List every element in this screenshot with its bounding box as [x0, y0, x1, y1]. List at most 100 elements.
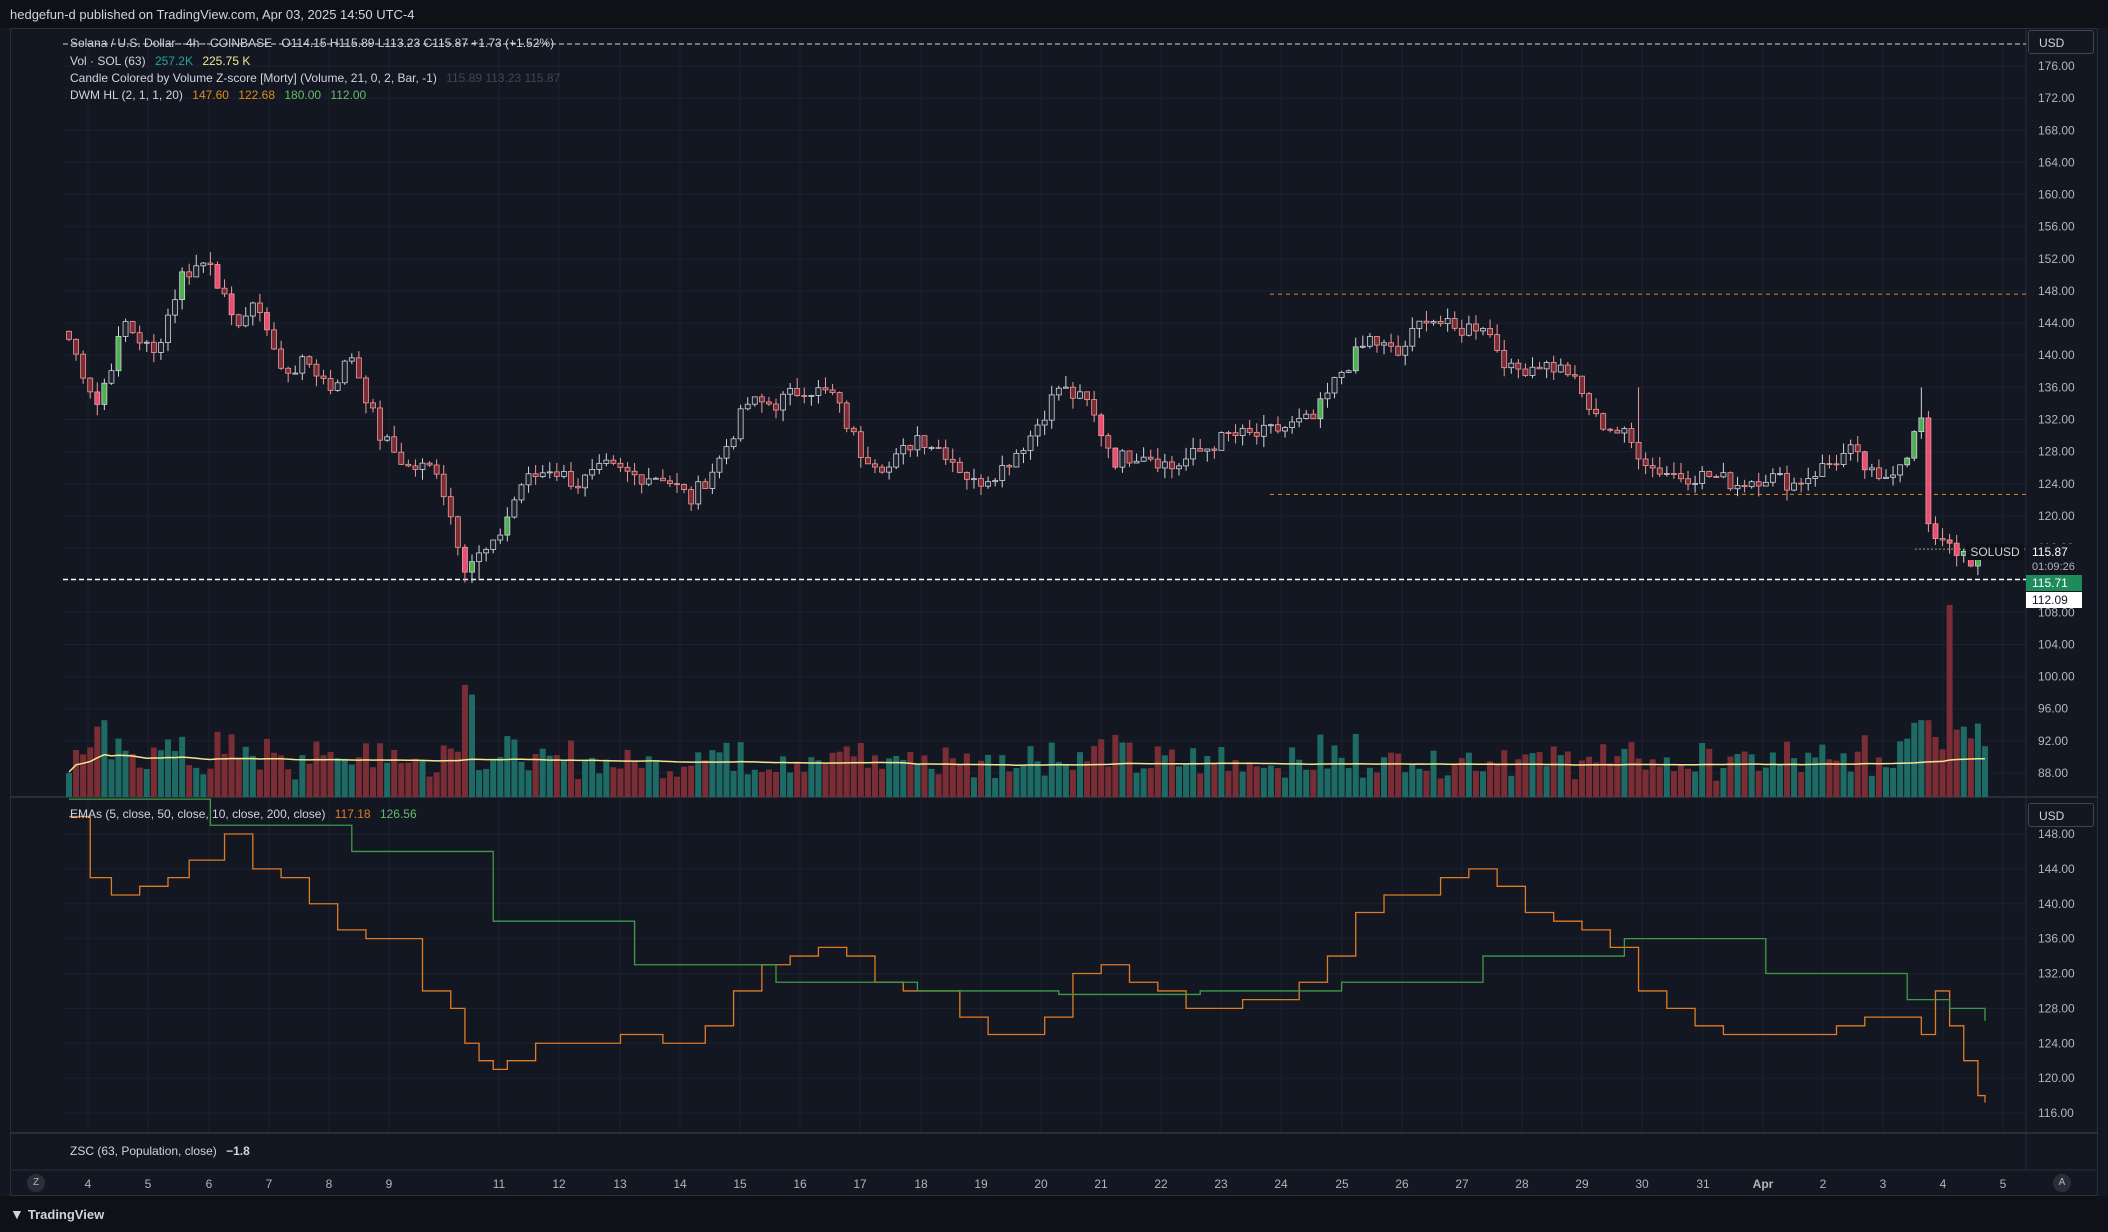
- y-tick-label: 148.00: [2038, 827, 2075, 841]
- symbol-label[interactable]: Solana / U.S. Dollar · 4h · COINBASE: [70, 36, 273, 50]
- candle-body: [1289, 421, 1296, 428]
- volume-bar: [992, 778, 999, 797]
- candle-indicator-legend: Candle Colored by Volume Z-score [Morty]…: [70, 71, 560, 85]
- candle-body: [1607, 428, 1614, 431]
- volume-bar: [666, 771, 673, 797]
- candle-body: [122, 321, 129, 337]
- candle-body: [1444, 318, 1451, 325]
- x-tick-label: 2: [1820, 1177, 1827, 1191]
- candle-body: [603, 459, 610, 464]
- volume-bar: [313, 741, 320, 797]
- volume-bar: [546, 755, 553, 797]
- candle-body: [1268, 424, 1274, 427]
- volume-bar: [1359, 777, 1366, 797]
- currency-button-main[interactable]: USD: [2028, 30, 2094, 54]
- y-tick-label: 148.00: [2038, 284, 2075, 298]
- volume-bar: [1847, 771, 1854, 797]
- candle-body: [271, 329, 277, 350]
- scale-left-button[interactable]: Z: [27, 1174, 45, 1192]
- candle-body: [865, 457, 871, 465]
- ohlc-values: O114.15 H115.89 L113.23 C115.87 +1.73 (+…: [281, 36, 555, 50]
- currency-button-ema[interactable]: USD: [2028, 803, 2094, 827]
- volume-bar: [235, 757, 242, 797]
- volume-bar: [1769, 752, 1776, 797]
- candle-body: [638, 474, 645, 485]
- volume-bar: [1274, 768, 1281, 797]
- candle-body: [264, 312, 270, 331]
- volume-bar: [1345, 768, 1352, 797]
- x-tick-label: 12: [552, 1177, 566, 1191]
- volume-label[interactable]: Vol · SOL (63): [70, 54, 146, 68]
- volume-bar: [1946, 605, 1953, 797]
- volume-bar: [1147, 768, 1154, 797]
- candle-body: [794, 387, 801, 396]
- volume-bar: [773, 771, 779, 797]
- candle-body: [900, 445, 907, 455]
- brand-name: TradingView: [27, 1207, 105, 1222]
- candle-body: [221, 287, 228, 295]
- candle-body: [292, 372, 299, 375]
- candle-body: [1572, 374, 1578, 377]
- volume-bar: [1515, 759, 1522, 797]
- volume-bar: [1112, 734, 1119, 797]
- zsc-legend: ZSC (63, Population, close) −1.8: [70, 1144, 250, 1158]
- volume-bar: [1670, 771, 1677, 797]
- volume-bar: [497, 756, 504, 797]
- volume-bar: [1409, 763, 1416, 797]
- candle-body: [1098, 414, 1105, 437]
- volume-bar: [751, 769, 758, 797]
- candle-body: [412, 465, 419, 470]
- volume-bar: [249, 755, 256, 797]
- candle-body: [334, 382, 341, 391]
- volume-bar: [426, 776, 433, 797]
- volume-bar: [1324, 768, 1331, 797]
- candle-body: [822, 387, 829, 391]
- candle-body: [1600, 413, 1607, 430]
- candle-body: [129, 321, 136, 334]
- dwm-label[interactable]: DWM HL (2, 1, 1, 20): [70, 88, 183, 102]
- volume-bar: [447, 748, 454, 797]
- volume-bar: [1437, 778, 1444, 797]
- candle-body: [1536, 366, 1543, 370]
- candle-body: [348, 357, 355, 362]
- volume-bar: [624, 749, 631, 797]
- volume-bar: [1246, 764, 1253, 797]
- volume-bar: [525, 770, 532, 797]
- candle-body: [624, 466, 631, 472]
- candle-indicator-label[interactable]: Candle Colored by Volume Z-score [Morty]…: [70, 71, 437, 85]
- candle-body: [758, 396, 765, 403]
- zsc-label[interactable]: ZSC (63, Population, close): [70, 1144, 217, 1158]
- volume-bar: [1833, 760, 1840, 797]
- volume-bar: [1395, 753, 1402, 797]
- volume-bar: [1197, 773, 1204, 797]
- candle-body: [490, 539, 497, 550]
- candle-body: [447, 496, 454, 518]
- candle-body: [419, 462, 426, 470]
- candle-body: [150, 341, 157, 353]
- volume-bar: [419, 760, 426, 797]
- tradingview-logo[interactable]: ▼ TradingView: [10, 1206, 104, 1222]
- volume-bar: [1140, 768, 1147, 797]
- volume-bar: [978, 760, 985, 797]
- volume-bar: [716, 752, 723, 797]
- ema-label[interactable]: EMAs (5, close, 50, close, 10, close, 20…: [70, 807, 326, 821]
- volume-bar: [1663, 757, 1670, 797]
- y-tick-label: 140.00: [2038, 897, 2075, 911]
- auto-scale-button[interactable]: A: [2053, 1174, 2071, 1192]
- candle-body: [695, 481, 702, 505]
- candle-body: [1359, 345, 1366, 348]
- candle-body: [928, 447, 935, 449]
- volume-bar: [1677, 764, 1684, 797]
- volume-bar: [631, 760, 638, 797]
- candle-body: [1374, 336, 1380, 346]
- volume-bar: [327, 751, 334, 797]
- volume-bar: [1727, 756, 1734, 797]
- volume-bar: [122, 750, 129, 797]
- candle-body: [228, 293, 235, 316]
- candle-body: [1635, 441, 1642, 460]
- candle-body: [1303, 413, 1310, 419]
- candle-body: [1946, 539, 1953, 544]
- main-legend: Solana / U.S. Dollar · 4h · COINBASE O11…: [70, 36, 554, 50]
- candle-body: [426, 462, 433, 466]
